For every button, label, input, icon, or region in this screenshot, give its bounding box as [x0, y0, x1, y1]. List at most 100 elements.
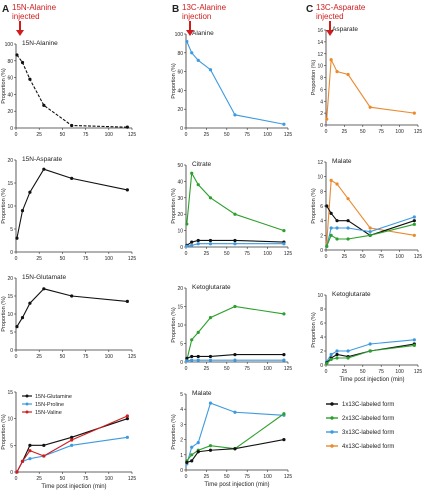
- y-tick-label: 4: [180, 407, 183, 413]
- legend-marker: [330, 402, 334, 406]
- y-tick-label: 10: [7, 417, 13, 423]
- x-tick-label: 0: [185, 366, 188, 372]
- legend-marker: [25, 410, 29, 414]
- data-point: [125, 414, 129, 418]
- data-point: [233, 447, 237, 451]
- data-point: [15, 470, 19, 474]
- y-tick-label: 0: [10, 250, 13, 256]
- data-point: [368, 226, 372, 230]
- data-point: [190, 338, 194, 342]
- data-point: [190, 453, 194, 457]
- data-point: [125, 188, 129, 192]
- data-point: [208, 448, 213, 452]
- series-line: [16, 415, 128, 473]
- y-tick-label: 0: [10, 126, 13, 132]
- x-tick-label: 75: [83, 132, 89, 138]
- y-tick-label: 16: [317, 28, 323, 34]
- data-point: [368, 105, 372, 109]
- y-tick-label: 100: [175, 32, 184, 38]
- data-point: [233, 212, 237, 216]
- y-tick-label: 14: [317, 40, 323, 46]
- data-point: [125, 417, 129, 421]
- data-point: [185, 359, 189, 363]
- data-point: [325, 362, 329, 366]
- data-point: [28, 449, 32, 453]
- data-point: [196, 441, 200, 445]
- data-point: [196, 58, 200, 62]
- data-point: [329, 58, 333, 62]
- data-point: [185, 244, 189, 248]
- y-tick-label: 0: [180, 126, 183, 132]
- series-line: [186, 171, 285, 232]
- data-point: [190, 51, 194, 55]
- y-axis-label: Proportion (%): [1, 414, 7, 450]
- data-point: [329, 233, 333, 237]
- x-tick-label: 100: [105, 354, 114, 360]
- data-point: [42, 167, 46, 171]
- series-line: [186, 413, 285, 462]
- y-tick-label: 4: [320, 99, 323, 105]
- legend-label: 4x13C-labeled form: [342, 444, 394, 450]
- data-point: [196, 238, 200, 243]
- y-tick-label: 40: [177, 88, 183, 94]
- y-tick-label: 80: [7, 59, 13, 65]
- y-axis-label: Proportion (%): [311, 188, 317, 224]
- x-tick-label: 50: [360, 369, 366, 375]
- y-tick-label: 0: [180, 360, 183, 366]
- chart-2: 0 25 50 75 100 125 0 5 10 15 20 15N-Asparate Proport…: [1, 156, 136, 262]
- y-axis-label: Proportion (%): [1, 296, 7, 332]
- data-point: [346, 197, 350, 201]
- y-tick-label: 6: [320, 204, 323, 210]
- data-point: [335, 356, 339, 360]
- data-point: [185, 356, 189, 360]
- data-point: [185, 39, 189, 44]
- chart-title: Malate: [332, 158, 352, 165]
- x-tick-label: 50: [224, 474, 230, 480]
- data-point: [196, 358, 200, 362]
- x-tick-label: 125: [284, 366, 293, 372]
- data-point: [368, 230, 372, 234]
- x-tick-label: 100: [395, 254, 404, 260]
- data-point: [412, 343, 416, 347]
- legend-label: 1x13C-labeled form: [342, 402, 394, 408]
- x-tick-label: 75: [378, 129, 384, 135]
- data-point: [329, 226, 333, 230]
- x-tick-label: 0: [325, 129, 328, 135]
- y-tick-label: 0: [10, 470, 13, 476]
- chart-11: 0 25 50 75 100 125 0 2 4 6 8 10 Ketoglutarate Proport…: [311, 291, 422, 383]
- series-line: [16, 54, 128, 128]
- x-tick-label: 100: [263, 251, 272, 257]
- y-tick-label: 12: [317, 52, 323, 58]
- x-tick-label: 75: [244, 366, 250, 372]
- data-point: [282, 242, 286, 246]
- x-tick-label: 75: [244, 132, 250, 138]
- data-point: [329, 211, 333, 215]
- data-point: [368, 349, 372, 353]
- x-tick-label: 125: [414, 129, 423, 135]
- y-tick-label: 8: [320, 189, 323, 195]
- y-tick-label: 1: [180, 453, 183, 459]
- y-axis-label: Proportion (%): [171, 307, 177, 343]
- legend-glutamine-proline-valine: 15N-Glutamine 15N-Proline 15N-Valine: [22, 394, 72, 416]
- injection-arrow-head: [186, 30, 194, 36]
- y-tick-label: 5: [180, 342, 183, 348]
- y-tick-label: 0: [180, 468, 183, 474]
- data-point: [28, 190, 32, 194]
- data-point: [282, 358, 286, 362]
- data-point: [335, 182, 339, 186]
- y-tick-label: 10: [7, 312, 13, 318]
- chart-title: Malate: [192, 390, 212, 397]
- data-point: [233, 353, 237, 357]
- y-tick-label: 100: [5, 42, 14, 48]
- data-point: [125, 125, 129, 129]
- data-point: [185, 460, 189, 464]
- x-tick-label: 100: [105, 476, 114, 482]
- y-tick-label: 30: [177, 196, 183, 202]
- data-point: [190, 240, 194, 244]
- y-tick-label: 20: [7, 158, 13, 164]
- x-tick-label: 125: [128, 354, 137, 360]
- x-tick-label: 0: [325, 369, 328, 375]
- x-tick-label: 25: [36, 354, 42, 360]
- x-tick-label: 100: [395, 369, 404, 375]
- data-point: [346, 237, 350, 241]
